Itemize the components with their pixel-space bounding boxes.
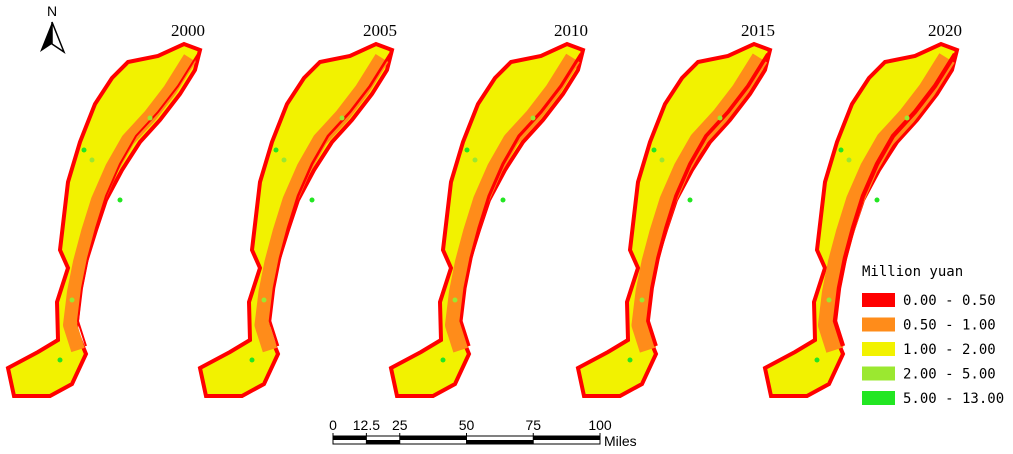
green-patch: [814, 357, 820, 363]
green-patch: [639, 297, 645, 303]
green-patch: [846, 157, 852, 163]
scale-label: 50: [459, 417, 475, 433]
legend-label: 2.00 - 5.00: [903, 367, 996, 383]
legend-swatch: [862, 391, 895, 405]
green-patch: [147, 115, 153, 121]
scale-label: 12.5: [353, 417, 380, 433]
year-label: 2010: [554, 21, 588, 40]
green-patch: [81, 147, 87, 153]
legend-label: 0.00 - 0.50: [903, 293, 996, 309]
legend-swatch: [862, 342, 895, 356]
year-label: 2020: [928, 21, 962, 40]
green-patch: [717, 115, 723, 121]
green-patch: [273, 147, 279, 153]
scale-unit: Miles: [604, 433, 637, 449]
scale-segment: [333, 436, 367, 440]
green-patch: [281, 157, 287, 163]
green-patch: [838, 147, 844, 153]
green-patch: [687, 197, 693, 203]
green-patch: [904, 115, 910, 121]
green-patch: [500, 197, 506, 203]
map-panel: 2005: [198, 21, 397, 398]
scale-segment: [466, 440, 534, 444]
legend-label: 5.00 - 13.00: [903, 391, 1004, 407]
scale-segment: [399, 436, 467, 440]
year-label: 2005: [363, 21, 397, 40]
legend-swatch: [862, 317, 895, 332]
scale-label: 0: [329, 417, 337, 433]
green-patch: [826, 297, 832, 303]
legend-swatch: [862, 293, 895, 307]
year-label: 2015: [741, 21, 775, 40]
green-patch: [464, 147, 470, 153]
green-patch: [69, 297, 75, 303]
green-patch: [472, 157, 478, 163]
scale-label: 75: [525, 417, 541, 433]
map-panel: 2000: [6, 21, 205, 398]
green-patch: [874, 197, 880, 203]
year-label: 2000: [171, 21, 205, 40]
green-patch: [440, 357, 446, 363]
scale-segment: [366, 440, 400, 444]
scale-label: 25: [392, 417, 408, 433]
legend-title: Million yuan: [862, 264, 963, 280]
legend: Million yuan 0.00 - 0.50 0.50 - 1.00 1.00 …: [857, 260, 1011, 412]
green-patch: [261, 297, 267, 303]
map-panel: 2020: [763, 21, 962, 398]
green-patch: [659, 157, 665, 163]
north-label: N: [47, 3, 57, 19]
scale-segment: [533, 436, 600, 440]
green-patch: [309, 197, 315, 203]
green-patch: [530, 115, 536, 121]
green-patch: [57, 357, 63, 363]
green-patch: [117, 197, 123, 203]
legend-label: 0.50 - 1.00: [903, 318, 996, 334]
north-arrow: N: [40, 3, 66, 54]
green-patch: [89, 157, 95, 163]
map-panel: 2010: [389, 21, 588, 398]
green-patch: [452, 297, 458, 303]
green-patch: [249, 357, 255, 363]
legend-swatch: [862, 366, 895, 381]
legend-label: 1.00 - 2.00: [903, 342, 996, 358]
map-panel: 2015: [576, 21, 775, 398]
green-patch: [651, 147, 657, 153]
green-patch: [627, 357, 633, 363]
green-patch: [339, 115, 345, 121]
scale-label: 100: [588, 417, 612, 433]
